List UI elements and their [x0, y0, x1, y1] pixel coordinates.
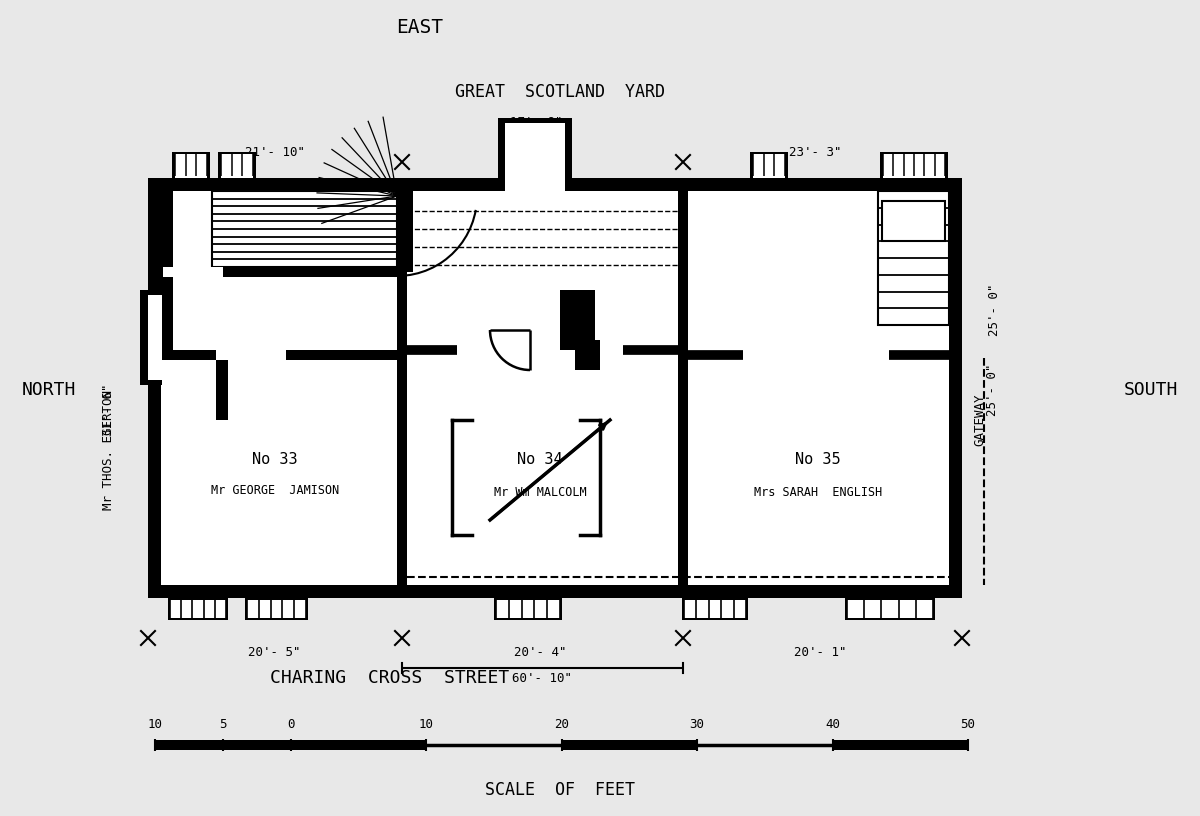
Text: EAST: EAST [396, 18, 444, 37]
Text: Mrs SARAH  ENGLISH: Mrs SARAH ENGLISH [754, 486, 882, 499]
Text: 31'- 6": 31'- 6" [102, 384, 114, 437]
Bar [682, 598, 748, 620]
Text: 20: 20 [554, 718, 569, 731]
Text: CHARING  CROSS  STREET: CHARING CROSS STREET [270, 669, 510, 687]
Bar [684, 600, 746, 618]
Bar [221, 154, 253, 178]
Text: SCALE  OF  FEET: SCALE OF FEET [485, 781, 635, 799]
Bar [290, 740, 426, 750]
Bar [754, 154, 785, 178]
Bar [883, 154, 946, 178]
Bar [163, 267, 223, 277]
Bar [245, 598, 308, 620]
Bar [216, 355, 228, 420]
Bar [880, 152, 948, 180]
Bar [750, 152, 788, 180]
Bar [847, 600, 934, 618]
Bar [161, 350, 402, 360]
Text: SOUTH: SOUTH [1123, 381, 1178, 399]
Text: NORTH: NORTH [22, 381, 77, 399]
Text: 30: 30 [690, 718, 704, 731]
Bar [172, 152, 210, 180]
Text: 23'- 3": 23'- 3" [788, 145, 841, 158]
Bar [148, 178, 962, 598]
Bar [496, 600, 560, 618]
Text: 20'- 1": 20'- 1" [793, 646, 846, 659]
Bar [406, 191, 413, 272]
Bar [161, 191, 173, 355]
Text: Mr Wm MALCOLM: Mr Wm MALCOLM [493, 486, 587, 499]
Text: No 33: No 33 [252, 453, 298, 468]
Text: 25'- 0": 25'- 0" [989, 284, 1002, 336]
Text: No 34: No 34 [517, 453, 563, 468]
Bar [148, 178, 962, 191]
Text: 20'- 4": 20'- 4" [514, 646, 566, 659]
Bar [505, 178, 565, 191]
Bar [678, 178, 688, 598]
Text: 50: 50 [960, 718, 976, 731]
Text: 17'- 8": 17'- 8" [510, 116, 563, 128]
Bar [175, 154, 208, 178]
Text: 60'- 10": 60'- 10" [512, 672, 572, 685]
Bar [494, 598, 562, 620]
Bar [218, 152, 256, 180]
Text: 10: 10 [148, 718, 162, 731]
Bar [148, 267, 402, 277]
Bar [845, 598, 935, 620]
Bar [168, 598, 228, 620]
Text: GREAT  SCOTLAND  YARD: GREAT SCOTLAND YARD [455, 83, 665, 101]
Bar [155, 740, 290, 750]
Bar [833, 740, 968, 750]
Text: 21'- 10": 21'- 10" [245, 145, 305, 158]
Bar [562, 740, 697, 750]
Text: Mr GEORGE  JAMISON: Mr GEORGE JAMISON [211, 484, 340, 496]
Bar [505, 123, 565, 178]
Bar [216, 350, 286, 360]
Bar [148, 585, 962, 598]
Text: GATEWAY: GATEWAY [973, 394, 986, 446]
Text: 5: 5 [220, 718, 227, 731]
Bar [170, 600, 226, 618]
Bar [148, 295, 162, 380]
Text: 0: 0 [287, 718, 294, 731]
Text: No 35: No 35 [796, 453, 841, 468]
Text: 25'- 0": 25'- 0" [986, 364, 1000, 416]
Text: 40: 40 [826, 718, 840, 731]
Bar [949, 178, 962, 598]
Bar [140, 290, 162, 385]
Bar [882, 201, 946, 241]
Bar [247, 600, 306, 618]
Bar [148, 178, 161, 598]
Bar [397, 178, 407, 598]
Text: 10: 10 [419, 718, 433, 731]
Bar [498, 118, 572, 178]
Bar [560, 290, 595, 350]
Bar [575, 340, 600, 370]
Bar [878, 191, 949, 325]
Text: Mr THOS. EGERTON: Mr THOS. EGERTON [102, 390, 114, 510]
Text: 20'- 5": 20'- 5" [247, 646, 300, 659]
Bar [212, 191, 397, 267]
